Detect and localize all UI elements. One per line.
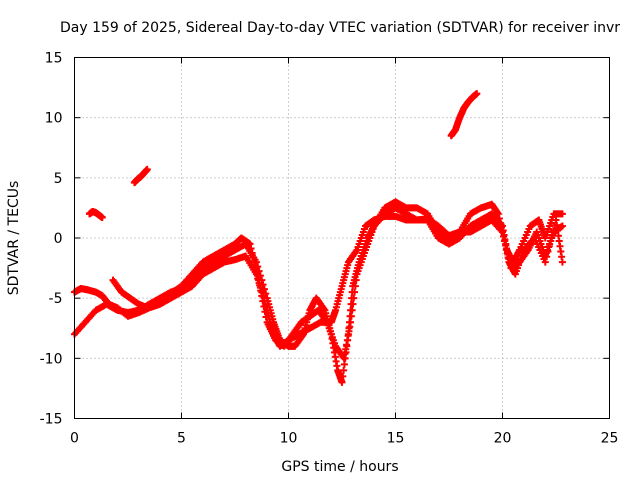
data-point: [250, 258, 258, 266]
series-patch-18h: [447, 90, 481, 140]
data-point: [256, 281, 264, 289]
data-point: [338, 378, 346, 386]
data-point: [143, 165, 151, 173]
data-point: [259, 297, 267, 305]
x-axis-ticks: 0 5 10 15 20 25: [70, 57, 619, 447]
data-point: [351, 282, 359, 290]
x-tick-label: 25: [601, 431, 619, 447]
y-tick-label: -10: [40, 351, 63, 367]
grid-lines: [74, 57, 610, 419]
x-axis-label: GPS time / hours: [281, 459, 398, 475]
chart-title: Day 159 of 2025, Sidereal Day-to-day VTE…: [60, 20, 620, 36]
data-point: [262, 313, 270, 321]
data-point: [349, 300, 357, 308]
data-point: [340, 360, 348, 368]
data-point: [252, 267, 260, 275]
y-axis-label: SDTVAR / TECUs: [6, 181, 22, 296]
data-point: [494, 210, 502, 218]
data-point: [255, 276, 263, 284]
data-point: [558, 258, 566, 266]
data-point: [501, 237, 509, 245]
data-point: [348, 306, 356, 314]
data-point: [258, 292, 266, 300]
data-point: [340, 366, 348, 374]
y-axis-ticks: -15 -10 -5 0 5 10 15: [40, 51, 610, 428]
data-point: [249, 254, 257, 262]
y-tick-label: 15: [45, 51, 63, 67]
x-tick-label: 0: [70, 431, 79, 447]
data-point: [261, 308, 269, 316]
x-tick-label: 15: [387, 431, 405, 447]
series-patch-1h: [85, 208, 106, 222]
y-tick-label: 10: [45, 111, 63, 127]
data-point: [496, 219, 504, 227]
y-tick-label: -5: [49, 291, 63, 307]
data-point: [541, 258, 549, 266]
data-point: [260, 302, 268, 310]
data-point: [248, 249, 256, 257]
data-point: [253, 272, 261, 280]
data-point: [558, 210, 566, 218]
data-point: [558, 222, 566, 230]
data-point: [246, 240, 254, 248]
x-tick-label: 10: [280, 431, 298, 447]
data-point: [251, 263, 259, 271]
data-point: [500, 232, 508, 240]
series-trace-c: [109, 198, 566, 362]
data-point: [347, 318, 355, 326]
data-point: [350, 294, 358, 302]
data-point: [98, 214, 106, 222]
data-point: [247, 245, 255, 253]
data-point: [339, 372, 347, 380]
data-point: [495, 214, 503, 222]
y-tick-label: 0: [54, 231, 63, 247]
data-point: [347, 312, 355, 320]
series-patch-3h: [130, 165, 151, 187]
data-point: [502, 242, 510, 250]
data-point: [257, 287, 265, 295]
x-tick-label: 20: [494, 431, 512, 447]
data-point: [497, 223, 505, 231]
data-point: [351, 288, 359, 296]
data-marks: [71, 90, 566, 386]
data-point: [352, 276, 360, 284]
y-tick-label: 5: [54, 171, 63, 187]
x-tick-label: 5: [177, 431, 186, 447]
y-tick-label: -15: [40, 412, 63, 428]
data-point: [473, 90, 481, 98]
data-point: [499, 228, 506, 236]
